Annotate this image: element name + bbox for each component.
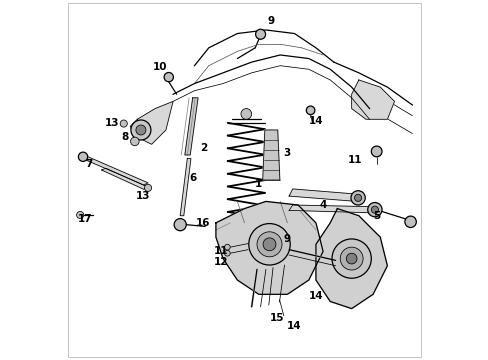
Text: 15: 15 <box>269 312 284 323</box>
Text: 4: 4 <box>319 200 326 210</box>
Circle shape <box>78 152 87 161</box>
Text: 13: 13 <box>135 191 150 201</box>
Text: 8: 8 <box>121 132 128 142</box>
Circle shape <box>255 29 265 39</box>
Polygon shape <box>81 156 148 185</box>
Circle shape <box>131 120 151 140</box>
Circle shape <box>248 224 290 265</box>
Text: 13: 13 <box>105 118 120 128</box>
Text: 14: 14 <box>286 321 301 332</box>
Circle shape <box>224 250 230 256</box>
Circle shape <box>77 211 83 219</box>
Text: 1: 1 <box>255 179 262 189</box>
Text: 14: 14 <box>308 291 323 301</box>
Circle shape <box>136 125 145 135</box>
Polygon shape <box>102 168 148 189</box>
Text: 10: 10 <box>153 63 167 72</box>
Circle shape <box>404 216 415 228</box>
Circle shape <box>354 194 361 202</box>
Text: 14: 14 <box>308 116 323 126</box>
Polygon shape <box>315 208 386 309</box>
Text: 12: 12 <box>214 257 228 267</box>
Polygon shape <box>351 80 394 119</box>
Circle shape <box>130 137 139 146</box>
Circle shape <box>346 253 356 264</box>
Circle shape <box>144 184 151 192</box>
Polygon shape <box>184 98 198 155</box>
Polygon shape <box>130 102 173 144</box>
Text: 9: 9 <box>283 234 290 244</box>
Text: 3: 3 <box>283 148 290 158</box>
Polygon shape <box>288 189 358 202</box>
Text: 9: 9 <box>267 16 274 26</box>
Polygon shape <box>180 158 190 216</box>
Circle shape <box>241 109 251 119</box>
Text: 6: 6 <box>189 173 196 183</box>
Text: 5: 5 <box>372 211 380 221</box>
Polygon shape <box>216 202 323 294</box>
Circle shape <box>340 247 363 270</box>
Text: 16: 16 <box>196 218 210 228</box>
Text: 7: 7 <box>85 159 93 169</box>
Polygon shape <box>288 205 376 213</box>
Circle shape <box>257 232 282 257</box>
Circle shape <box>174 219 186 231</box>
Text: 17: 17 <box>78 214 93 224</box>
Text: 11: 11 <box>347 156 362 165</box>
Circle shape <box>120 120 127 127</box>
Circle shape <box>305 106 314 114</box>
Circle shape <box>224 244 230 250</box>
Text: 2: 2 <box>200 143 206 153</box>
Circle shape <box>367 203 381 217</box>
Text: 11: 11 <box>214 247 228 256</box>
Circle shape <box>370 146 381 157</box>
Circle shape <box>370 206 378 213</box>
Circle shape <box>164 72 173 82</box>
Circle shape <box>350 191 365 205</box>
Circle shape <box>263 238 275 251</box>
Circle shape <box>331 239 370 278</box>
Polygon shape <box>262 130 279 180</box>
